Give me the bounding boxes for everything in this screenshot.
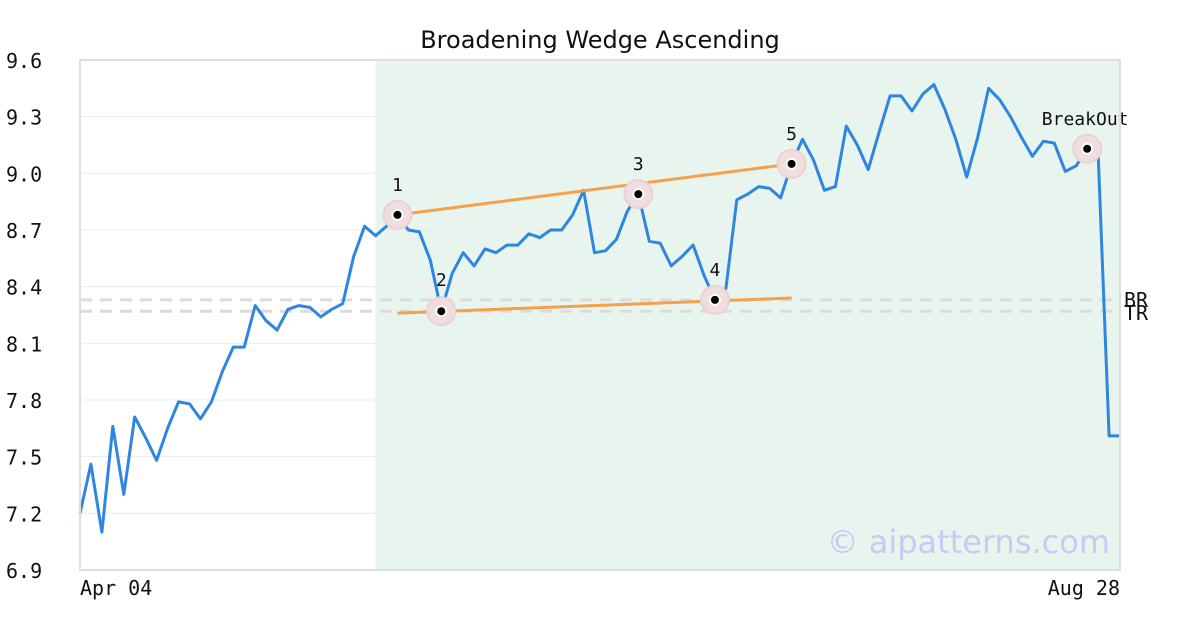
chart-title: Broadening Wedge Ascending [420,26,780,54]
pivot-point [435,305,448,318]
y-tick-label: 7.5 [6,446,42,470]
y-tick-label: 9.3 [6,106,42,130]
pivot-label: 5 [786,124,797,145]
pivot-point [391,208,404,221]
y-tick-label: 9.6 [6,49,42,73]
x-tick-label: Apr 04 [80,576,152,600]
pivot-label: 3 [633,154,644,175]
y-tick-label: 8.4 [6,276,42,300]
pivot-point [708,293,721,306]
pivot-point [785,157,798,170]
price-line [78,83,1120,534]
pivot-label: BreakOut [1042,109,1129,130]
y-tick-label: 6.9 [6,559,42,583]
x-tick-label: Aug 28 [1048,576,1120,600]
pattern-region [375,60,1120,570]
y-tick-label: 8.1 [6,332,42,356]
y-tick-label: 8.7 [6,219,42,243]
y-tick-label: 7.8 [6,389,42,413]
pivot-label: 2 [436,270,447,291]
pivot-label: 4 [710,260,721,281]
level-label: BR [1124,288,1149,312]
pivot-point [632,188,645,201]
y-tick-label: 7.2 [6,502,42,526]
pivot-label: 1 [392,175,403,196]
pivot-point [1081,142,1094,155]
level-label: TR [1124,301,1149,325]
y-tick-label: 9.0 [6,162,42,186]
trendline [397,162,792,217]
watermark: © aipatterns.com [827,523,1110,561]
plot-frame [79,59,1121,571]
